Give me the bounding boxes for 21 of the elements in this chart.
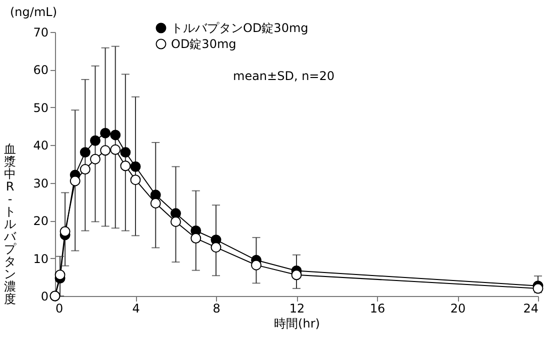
- text: 血漿中R-トルバプタン濃度: [4, 142, 16, 306]
- x-tick-label: 0: [56, 302, 64, 316]
- legend-label: トルバプタンOD錠30mg: [171, 21, 308, 35]
- x-tick-label: 8: [212, 302, 220, 316]
- x-tick-label: 16: [370, 302, 386, 316]
- x-tick-label: 20: [450, 302, 466, 316]
- legend-label: OD錠30mg: [171, 37, 236, 51]
- y-tick-label: 20: [33, 214, 48, 228]
- x-tick-label: 12: [289, 302, 305, 316]
- x-tick-label: 24: [523, 302, 538, 316]
- y-tick-label: 40: [33, 138, 48, 153]
- x-axis-title: 時間(hr): [274, 316, 320, 330]
- y-tick-label: 30: [33, 176, 48, 190]
- y-tick-label: 0: [40, 290, 48, 304]
- y-tick-label: 50: [33, 100, 48, 115]
- x-tick-label: 4: [132, 302, 140, 316]
- annotation: mean±SD, n=20: [233, 69, 335, 83]
- y-tick-label: 60: [33, 63, 48, 78]
- text: (ng/mL): [10, 5, 58, 19]
- y-tick-label: 70: [33, 26, 48, 40]
- y-tick-label: 10: [33, 252, 48, 266]
